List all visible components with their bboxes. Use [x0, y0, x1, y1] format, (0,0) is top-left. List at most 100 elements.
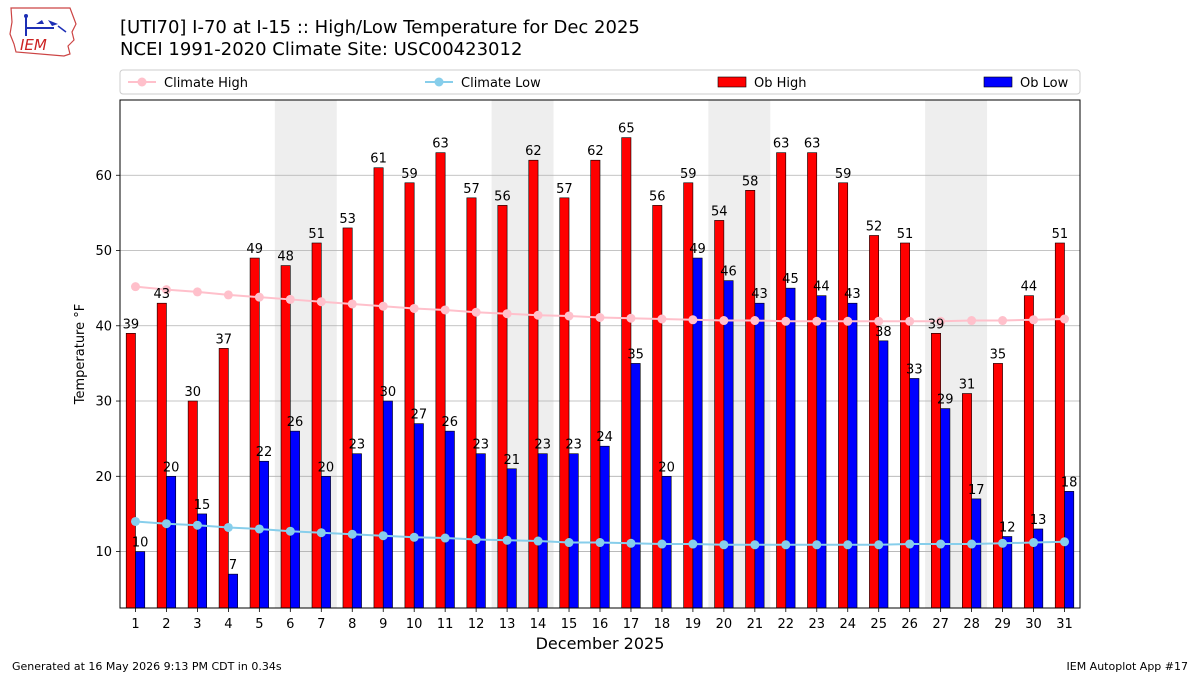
ob-high-label: 35: [990, 347, 1007, 362]
climate-low-point: [998, 538, 1008, 548]
climate-high-point: [626, 313, 636, 323]
ob-high-label: 56: [649, 189, 666, 204]
climate-low-point: [874, 540, 884, 550]
ob-low-label: 33: [906, 362, 923, 377]
ob-high-bar: [900, 242, 910, 609]
chart-subtitle: NCEI 1991-2020 Climate Site: USC00423012: [120, 39, 523, 60]
climate-high-point: [440, 305, 450, 315]
ob-low-bar: [259, 460, 269, 609]
climate-low-point: [812, 540, 822, 550]
climate-low-point: [843, 540, 853, 550]
ob-high-label: 39: [123, 317, 140, 332]
climate-high-point: [564, 311, 574, 321]
ob-high-label: 54: [711, 204, 728, 219]
x-tick-label: 30: [1025, 617, 1042, 632]
x-tick-label: 27: [932, 617, 949, 632]
climate-low-point: [626, 538, 636, 548]
x-tick-label: 12: [468, 617, 485, 632]
ob-low-bar: [537, 453, 548, 609]
legend-ob-high-swatch: [717, 76, 747, 88]
ob-low-bar: [444, 430, 455, 609]
ob-high-label: 63: [804, 137, 821, 152]
climate-low-point: [161, 519, 171, 529]
ob-high-bar: [807, 152, 818, 609]
ob-low-label: 23: [565, 438, 582, 453]
ob-high-bar: [249, 257, 260, 609]
climate-high-point: [502, 309, 512, 319]
climate-high-point: [471, 307, 481, 317]
ob-high-label: 43: [154, 287, 171, 302]
ob-low-bar: [723, 280, 734, 609]
y-tick-label: 40: [95, 319, 112, 334]
x-tick-label: 23: [809, 617, 826, 632]
climate-low-point: [502, 535, 512, 545]
ob-high-label: 51: [308, 227, 325, 242]
ob-high-label: 59: [401, 167, 418, 182]
x-tick-label: 3: [193, 617, 201, 632]
climate-high-point: [657, 314, 667, 324]
ob-high-label: 59: [835, 167, 852, 182]
legend-ob-low-swatch: [983, 76, 1013, 88]
climate-low-point: [595, 538, 605, 548]
legend-ob-low-label: Ob Low: [1020, 76, 1069, 91]
legend-ob-high-label: Ob High: [754, 76, 807, 91]
climate-high-point: [409, 303, 419, 313]
ob-high-label: 44: [1021, 280, 1038, 295]
ob-high-label: 53: [339, 212, 356, 227]
ob-low-bar: [228, 573, 238, 609]
ob-low-label: 22: [256, 445, 273, 460]
ob-high-bar: [156, 302, 167, 609]
ob-low-bar: [692, 257, 703, 609]
climate-low-point: [440, 533, 450, 543]
climate-high-point: [688, 315, 698, 325]
ob-low-label: 17: [968, 483, 985, 498]
ob-high-label: 59: [680, 167, 697, 182]
ob-high-bar: [1023, 295, 1034, 609]
ob-low-label: 45: [782, 272, 799, 287]
climate-low-point: [254, 524, 264, 534]
climate-high-point: [781, 316, 791, 326]
x-tick-label: 31: [1056, 617, 1073, 632]
climate-high-point: [843, 316, 853, 326]
ob-low-label: 13: [1030, 513, 1047, 528]
climate-high-point: [192, 287, 202, 297]
climate-high-point: [719, 316, 729, 326]
ob-low-label: 29: [937, 393, 954, 408]
climate-high-point: [750, 316, 760, 326]
ob-low-bar: [320, 475, 331, 609]
climate-low-point: [409, 532, 419, 542]
x-tick-label: 24: [839, 617, 856, 632]
ob-low-label: 43: [844, 287, 861, 302]
ob-low-bar: [785, 287, 796, 609]
ob-low-bar: [413, 423, 424, 609]
climate-low-point: [781, 540, 791, 550]
ob-high-label: 48: [277, 250, 294, 265]
y-tick-label: 30: [95, 395, 112, 410]
ob-low-bar: [166, 475, 177, 609]
ob-low-label: 38: [875, 325, 892, 340]
ob-low-bar: [909, 378, 920, 609]
ob-low-bar: [847, 302, 858, 609]
ob-high-label: 62: [587, 144, 604, 159]
ob-low-bar: [630, 363, 641, 609]
y-axis-label: Temperature °F: [73, 304, 88, 405]
climate-high-point: [347, 299, 357, 309]
legend-climate-high-marker: [137, 77, 147, 87]
x-tick-label: 20: [716, 617, 733, 632]
x-tick-label: 7: [317, 617, 325, 632]
ob-high-bar: [342, 227, 353, 609]
ob-high-bar: [621, 137, 632, 609]
climate-low-point: [223, 522, 233, 532]
ob-low-bar: [940, 408, 951, 609]
climate-low-point: [967, 539, 977, 549]
ob-high-label: 51: [1052, 227, 1069, 242]
ob-high-label: 57: [556, 182, 573, 197]
ob-low-bar: [754, 302, 765, 609]
ob-low-label: 15: [194, 498, 211, 513]
x-tick-label: 1: [131, 617, 139, 632]
ob-low-label: 7: [229, 558, 237, 573]
ob-high-label: 56: [494, 189, 511, 204]
ob-low-label: 20: [318, 460, 335, 475]
ob-low-bar: [135, 551, 146, 609]
climate-low-point: [657, 539, 667, 549]
